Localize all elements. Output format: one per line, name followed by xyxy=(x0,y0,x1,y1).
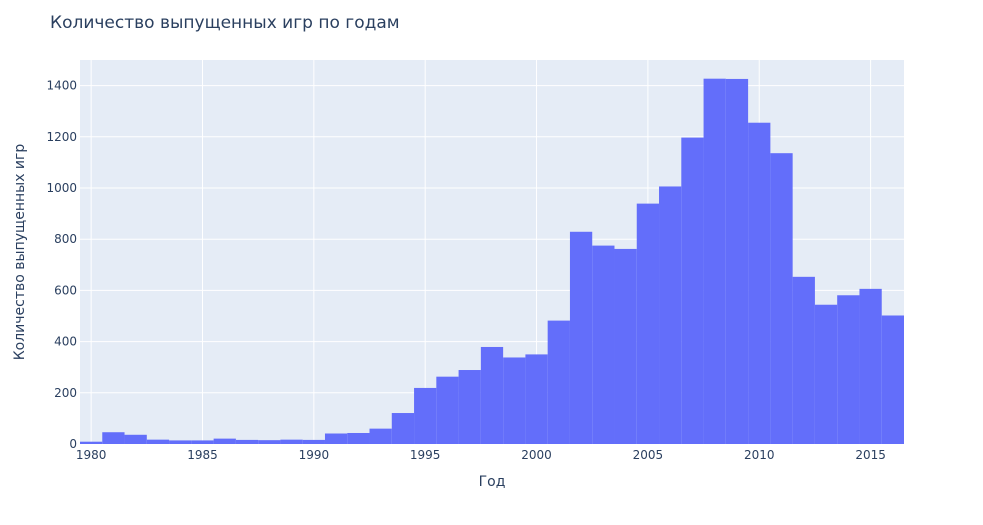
bar-2012[interactable] xyxy=(792,276,815,444)
x-tick-label: 2005 xyxy=(633,448,664,462)
bar-1993[interactable] xyxy=(369,428,392,444)
x-tick-labels: 1980 1985 1990 1995 2000 2005 2010 2015 xyxy=(76,448,886,462)
x-tick-label: 2000 xyxy=(521,448,552,462)
bar-2005[interactable] xyxy=(636,203,660,444)
x-tick-label: 1980 xyxy=(76,448,107,462)
x-tick-label: 2015 xyxy=(855,448,886,462)
bar-2001[interactable] xyxy=(547,320,570,444)
bar-2009[interactable] xyxy=(725,78,749,444)
x-axis-title: Год xyxy=(479,474,506,490)
bar-2011[interactable] xyxy=(770,153,793,444)
bar-2016[interactable] xyxy=(881,315,904,444)
bar-1998[interactable] xyxy=(480,346,504,444)
bar-1981[interactable] xyxy=(102,432,125,444)
bar-1987[interactable] xyxy=(235,439,259,444)
bar-1988[interactable] xyxy=(258,440,281,444)
bar-1982[interactable] xyxy=(124,434,147,444)
bar-1994[interactable] xyxy=(391,413,415,444)
bar-1996[interactable] xyxy=(436,376,459,444)
bar-2004[interactable] xyxy=(614,248,637,444)
y-axis-title: Количество выпущенных игр xyxy=(12,144,28,361)
y-tick-label: 1200 xyxy=(46,130,77,144)
bar-2008[interactable] xyxy=(703,78,726,445)
bar-1980[interactable] xyxy=(80,441,103,444)
y-tick-label: 1000 xyxy=(46,181,77,195)
bar-2002[interactable] xyxy=(569,231,593,444)
x-tick-label: 2010 xyxy=(744,448,775,462)
x-tick-label: 1990 xyxy=(299,448,330,462)
bar-2013[interactable] xyxy=(814,304,838,444)
bar-1983[interactable] xyxy=(146,439,170,444)
bar-1984[interactable] xyxy=(169,440,192,444)
bar-1989[interactable] xyxy=(280,439,303,444)
x-tick-label: 1985 xyxy=(187,448,218,462)
x-tick-label: 1995 xyxy=(410,448,441,462)
bar-2000[interactable] xyxy=(525,354,548,444)
bar-1999[interactable] xyxy=(503,357,526,444)
bar-2007[interactable] xyxy=(681,137,704,444)
bar-1992[interactable] xyxy=(347,432,370,444)
y-tick-label: 800 xyxy=(54,232,77,246)
bar-1986[interactable] xyxy=(213,438,236,444)
y-tick-label: 600 xyxy=(54,283,77,297)
y-tick-label: 200 xyxy=(54,386,77,400)
bar-2014[interactable] xyxy=(837,295,860,444)
y-tick-labels: 0 200 400 600 800 1000 1200 1400 xyxy=(46,79,77,451)
bar-1995[interactable] xyxy=(414,387,437,444)
bar-2003[interactable] xyxy=(592,245,615,444)
bar-1991[interactable] xyxy=(324,433,348,444)
bar-2015[interactable] xyxy=(859,288,882,444)
bar-2006[interactable] xyxy=(659,186,682,445)
chart-title: Количество выпущенных игр по годам xyxy=(50,13,400,33)
bar-1997[interactable] xyxy=(458,370,481,444)
bar-1990[interactable] xyxy=(302,439,325,444)
y-tick-label: 400 xyxy=(54,335,77,349)
bar-2010[interactable] xyxy=(748,122,771,444)
y-tick-label: 1400 xyxy=(46,79,77,93)
bars xyxy=(80,78,904,445)
bar-1985[interactable] xyxy=(191,440,214,444)
y-tick-label: 0 xyxy=(69,437,77,451)
